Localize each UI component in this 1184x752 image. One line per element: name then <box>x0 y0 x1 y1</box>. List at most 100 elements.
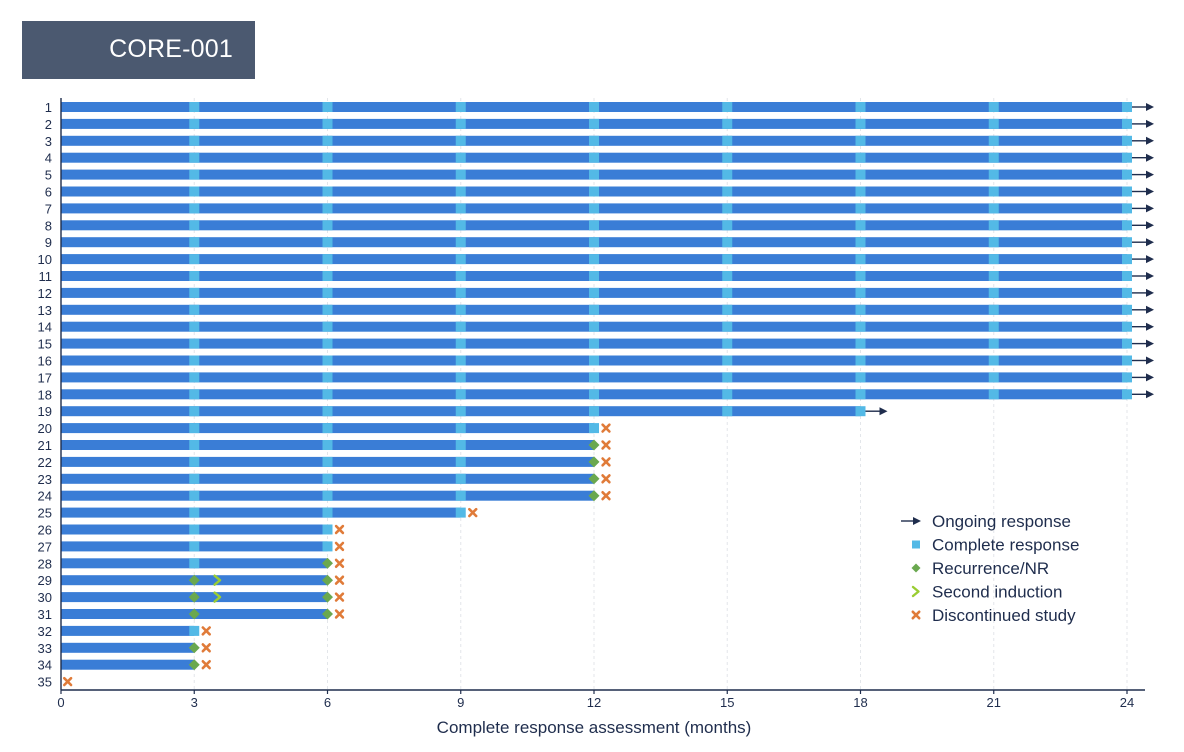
complete-response-marker <box>722 321 733 332</box>
complete-response-marker <box>322 102 333 112</box>
complete-response-marker <box>322 406 333 417</box>
complete-response-marker <box>322 524 333 535</box>
complete-response-marker <box>189 524 200 535</box>
complete-response-marker <box>322 389 333 400</box>
ongoing-arrow <box>1132 204 1154 213</box>
complete-response-marker <box>322 456 333 467</box>
complete-response-marker <box>189 541 200 552</box>
ongoing-arrow <box>1132 339 1154 348</box>
complete-response-marker <box>455 355 466 366</box>
ongoing-arrow <box>1132 373 1154 382</box>
complete-response-marker <box>189 473 200 484</box>
recurrence-marker <box>588 439 600 451</box>
complete-response-marker <box>855 118 866 129</box>
complete-response-marker <box>722 237 733 248</box>
complete-response-marker <box>722 135 733 146</box>
ongoing-arrow <box>1132 238 1154 247</box>
complete-response-marker <box>455 473 466 484</box>
complete-response-marker <box>589 152 599 163</box>
complete-response-marker <box>988 389 999 400</box>
complete-response-marker <box>322 355 333 366</box>
complete-response-marker <box>189 625 200 636</box>
x-tick-label: 15 <box>720 695 734 710</box>
ongoing-arrow <box>1132 356 1154 365</box>
recurrence-marker <box>588 456 600 468</box>
complete-response-marker <box>988 203 999 214</box>
complete-response-marker <box>722 304 733 315</box>
complete-response-marker <box>1122 135 1132 146</box>
complete-response-marker <box>455 406 466 417</box>
complete-response-marker <box>855 152 866 163</box>
patient-label: 3 <box>45 134 52 149</box>
complete-response-marker <box>722 203 733 214</box>
patient-label: 30 <box>38 590 52 605</box>
discontinued-marker <box>334 575 345 585</box>
complete-response-marker <box>722 372 733 383</box>
complete-response-marker <box>988 102 999 112</box>
complete-response-marker <box>189 186 200 197</box>
complete-response-marker <box>589 287 599 298</box>
complete-response-marker <box>988 220 999 231</box>
discontinued-marker <box>601 474 611 484</box>
patient-label: 11 <box>39 269 53 284</box>
response-bar <box>61 625 195 636</box>
complete-response-marker <box>855 355 866 366</box>
complete-response-marker <box>988 118 999 129</box>
discontinued-marker <box>201 659 211 670</box>
discontinued-marker <box>601 457 611 467</box>
x-tick-label: 6 <box>324 695 331 710</box>
ongoing-arrow <box>1132 187 1154 196</box>
complete-response-marker <box>722 102 733 112</box>
complete-response-marker <box>455 152 466 163</box>
complete-response-marker <box>189 321 200 332</box>
discontinued-marker <box>601 440 611 450</box>
complete-response-marker <box>1122 118 1132 129</box>
complete-response-marker <box>988 287 999 298</box>
complete-response-marker <box>589 118 599 129</box>
legend-label: Discontinued study <box>932 606 1076 625</box>
patient-label: 26 <box>38 523 52 538</box>
panel-label: CORE-001 <box>109 35 233 63</box>
patient-label: 31 <box>38 607 52 622</box>
recurrence-marker <box>188 608 200 620</box>
legend-recurrence-icon <box>911 563 921 573</box>
complete-response-marker <box>855 372 866 383</box>
complete-response-marker <box>855 220 866 231</box>
complete-response-marker <box>322 220 333 231</box>
complete-response-marker <box>455 203 466 214</box>
discontinued-marker <box>601 423 611 433</box>
complete-response-marker <box>722 152 733 163</box>
recurrence-marker <box>188 642 200 654</box>
discontinued-marker <box>601 490 611 501</box>
ongoing-arrow <box>1132 322 1154 331</box>
complete-response-marker <box>722 254 733 265</box>
complete-response-marker <box>722 169 733 180</box>
complete-response-marker <box>988 321 999 332</box>
complete-response-marker <box>1122 102 1132 112</box>
complete-response-marker <box>855 203 866 214</box>
patient-label: 22 <box>38 455 52 470</box>
complete-response-marker <box>455 456 466 467</box>
patient-label: 15 <box>38 337 52 352</box>
complete-response-marker <box>855 287 866 298</box>
complete-response-marker <box>322 135 333 146</box>
complete-response-marker <box>855 102 866 112</box>
complete-response-marker <box>1122 321 1132 332</box>
complete-response-marker <box>455 169 466 180</box>
complete-response-marker <box>455 118 466 129</box>
complete-response-marker <box>455 389 466 400</box>
complete-response-marker <box>322 541 333 552</box>
complete-response-marker <box>589 254 599 265</box>
ongoing-arrow <box>865 407 888 416</box>
patient-label: 10 <box>38 252 52 267</box>
complete-response-marker <box>455 271 466 281</box>
patient-label: 9 <box>45 235 52 250</box>
complete-response-marker <box>1122 186 1132 197</box>
ongoing-arrow <box>1132 255 1154 264</box>
complete-response-marker <box>1122 254 1132 265</box>
recurrence-marker <box>322 608 333 620</box>
patient-label: 32 <box>38 624 52 639</box>
complete-response-marker <box>189 507 200 518</box>
patient-label: 18 <box>38 387 52 402</box>
legend-second-induction-icon <box>911 585 920 598</box>
